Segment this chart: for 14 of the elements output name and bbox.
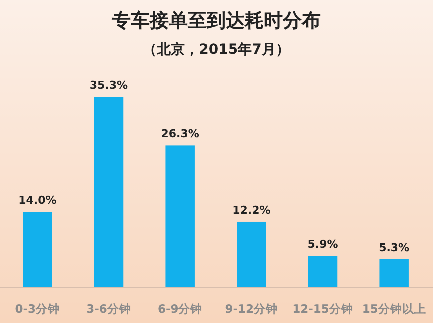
x-tick-label: 0-3分钟 [15,302,60,316]
data-label: 5.9% [308,238,338,252]
data-label: 26.3% [161,128,200,141]
x-tick-label: 3-6分钟 [86,302,132,316]
data-label: 35.3% [90,79,128,92]
x-tick-label: 6-9分钟 [158,302,203,316]
data-label: 5.3% [379,241,410,254]
data-label: 12.2% [232,204,271,217]
x-tick-label: 15分钟以上 [362,302,426,316]
chart-subtitle: （北京，2015年7月） [143,41,290,58]
data-label: 14.0% [18,194,57,208]
chart-title: 专车接单至到达耗时分布 [111,10,321,32]
x-tick-label: 12-15分钟 [292,302,354,316]
x-tick-label: 9-12分钟 [225,302,278,316]
